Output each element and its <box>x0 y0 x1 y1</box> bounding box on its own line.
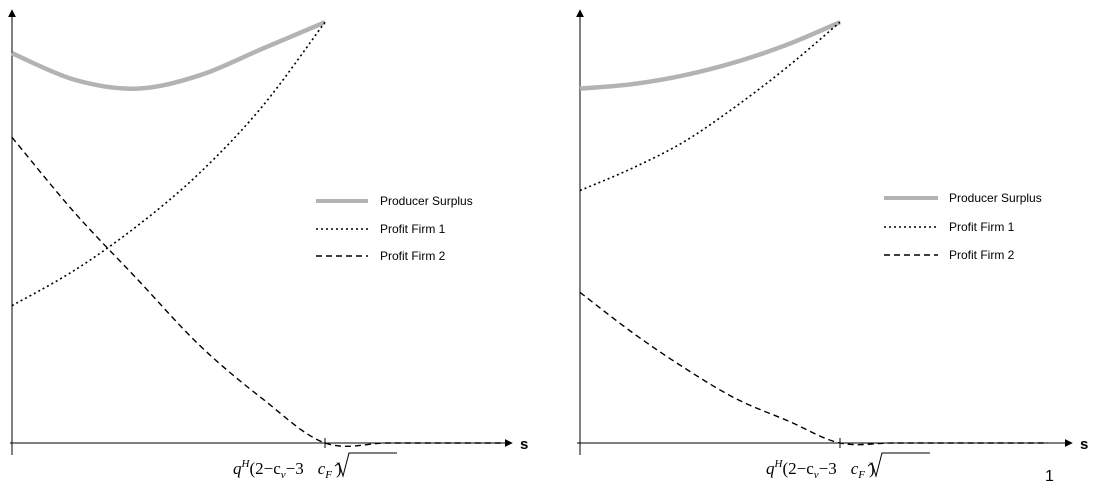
left-series-layer <box>11 20 513 447</box>
left-series-profit-firm-1 <box>11 21 326 307</box>
left-legend-label-profit-firm-1: Profit Firm 1 <box>380 222 446 236</box>
left-chart: s qH(2−cv−3 cF) Producer Surplus Profit F… <box>8 9 528 481</box>
right-legend-label-profit-firm-2: Profit Firm 2 <box>949 248 1015 262</box>
right-series-producer-surplus <box>579 20 841 91</box>
left-legend-label-profit-firm-2: Profit Firm 2 <box>380 249 446 263</box>
right-series-profit-firm-2 <box>579 291 1048 446</box>
left-radical-sign <box>334 452 397 478</box>
right-radical-sign <box>867 452 930 478</box>
left-series-producer-surplus <box>11 20 326 91</box>
right-series-profit-firm-1 <box>579 21 841 192</box>
right-chart: s qH(2−cv−3 cF) Producer Surplus Profit F… <box>576 9 1088 481</box>
page-number: 1 <box>1045 468 1054 485</box>
right-legend: Producer Surplus Profit Firm 1 Profit Fi… <box>884 191 1042 262</box>
right-legend-label-profit-firm-1: Profit Firm 1 <box>949 220 1015 234</box>
left-legend-label-producer-surplus: Producer Surplus <box>380 194 473 208</box>
left-legend: Producer Surplus Profit Firm 1 Profit Fi… <box>316 194 473 263</box>
left-x-tick-label: qH(2−cv−3 cF) <box>233 458 342 481</box>
left-x-axis-label: s <box>520 436 528 453</box>
right-series-layer <box>579 20 1048 446</box>
right-x-tick-label: qH(2−cv−3 cF) <box>766 458 875 481</box>
right-legend-label-producer-surplus: Producer Surplus <box>949 191 1042 205</box>
right-x-axis-label: s <box>1080 436 1088 453</box>
left-series-profit-firm-2 <box>11 136 513 447</box>
